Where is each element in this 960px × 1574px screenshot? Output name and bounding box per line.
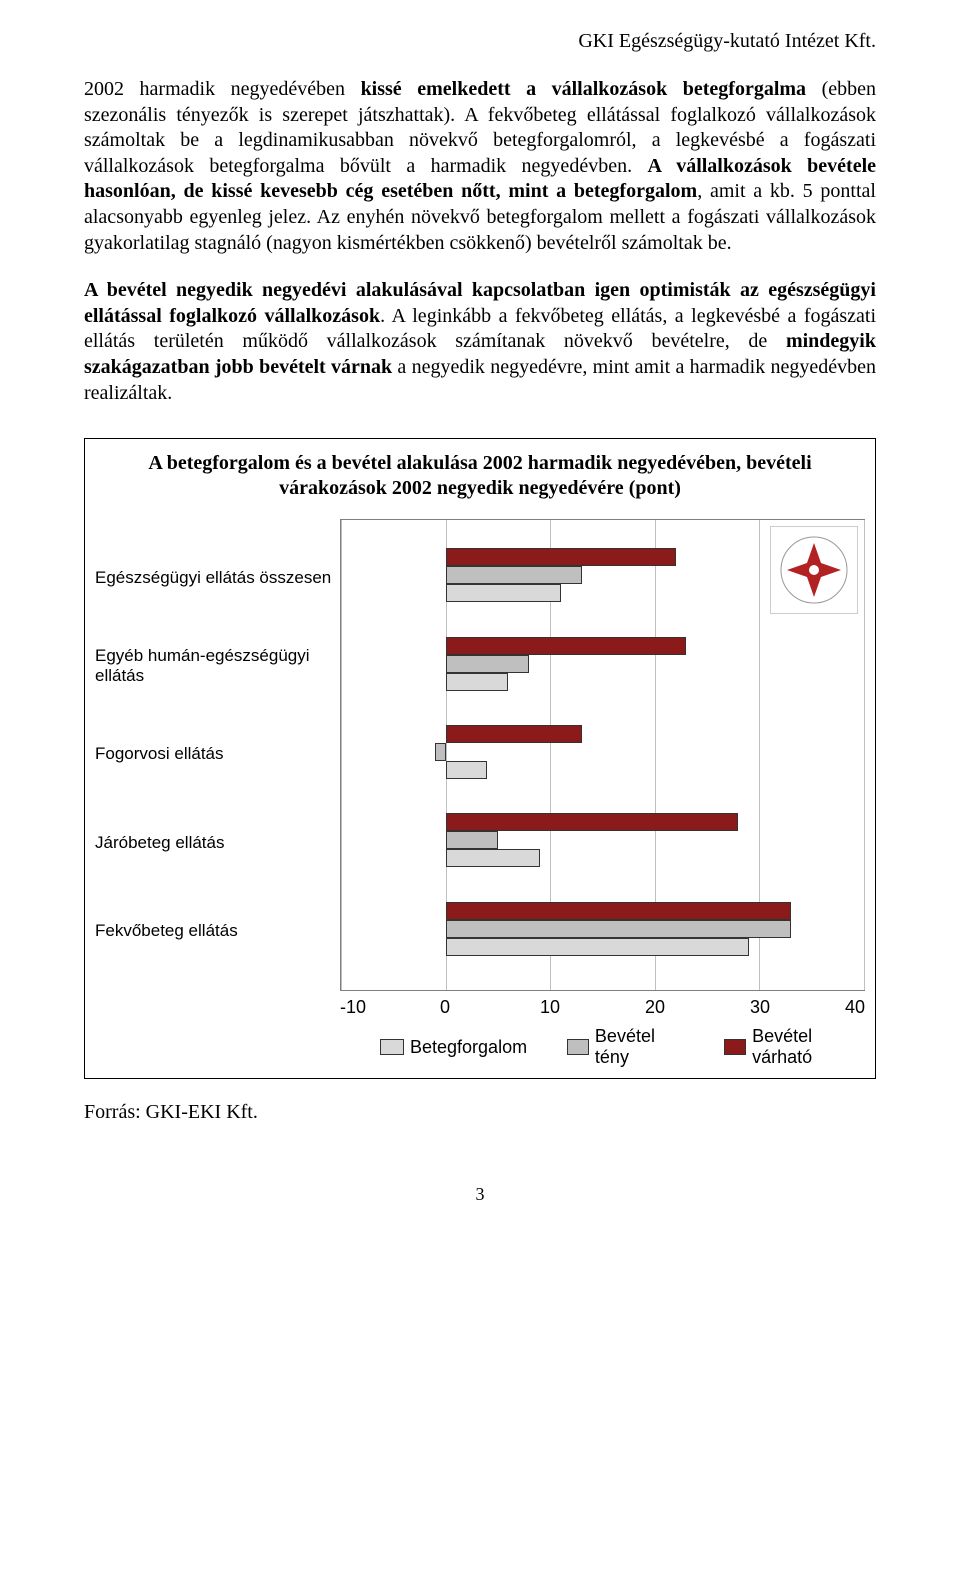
chart-bar-group — [341, 637, 864, 697]
chart-legend-swatch — [724, 1039, 746, 1055]
chart-bar — [446, 831, 498, 849]
chart-category-label: Egészségügyi ellátás összesen — [95, 533, 340, 621]
page-header: GKI Egészségügy-kutató Intézet Kft. — [84, 30, 876, 53]
chart-category-label: Járóbeteg ellátás — [95, 798, 340, 886]
chart-source: Forrás: GKI-EKI Kft. — [84, 1101, 876, 1124]
chart-x-tick: 0 — [393, 997, 498, 1018]
chart-legend-swatch — [380, 1039, 404, 1055]
chart-bar-group — [341, 725, 864, 785]
chart-x-axis: -10010203040 — [340, 997, 865, 1018]
chart-bar — [446, 920, 791, 938]
paragraph-1: 2002 harmadik negyedévében kissé emelked… — [84, 77, 876, 256]
chart-legend-label: Bevétel tény — [595, 1026, 684, 1068]
chart-bar-group — [341, 548, 864, 608]
chart-bar — [446, 655, 530, 673]
chart-category-label: Fogorvosi ellátás — [95, 710, 340, 798]
chart-title: A betegforgalom és a bevétel alakulása 2… — [85, 439, 875, 519]
chart-legend-label: Betegforgalom — [410, 1037, 527, 1058]
p1-bold-1: kissé emelkedett a vállalkozások betegfo… — [361, 78, 806, 100]
chart-gridline — [864, 520, 865, 990]
chart-bar — [446, 849, 540, 867]
chart-x-tick: -10 — [340, 997, 393, 1018]
chart-bar-group — [341, 902, 864, 962]
chart-bar — [446, 938, 749, 956]
chart-x-tick: 40 — [813, 997, 866, 1018]
chart-legend-item: Bevétel várható — [724, 1026, 865, 1068]
paragraph-2: A bevétel negyedik negyedévi alakulásáva… — [84, 278, 876, 406]
chart-bar — [435, 743, 445, 761]
chart-bar — [446, 813, 739, 831]
chart-x-tick: 10 — [498, 997, 603, 1018]
page-number: 3 — [84, 1184, 876, 1205]
chart-bar — [446, 902, 791, 920]
chart-y-axis-labels: Egészségügyi ellátás összesenEgyéb humán… — [95, 519, 340, 1068]
chart-legend-item: Bevétel tény — [567, 1026, 684, 1068]
chart-legend: Betegforgalom Bevétel tény Bevétel várható — [340, 1026, 865, 1068]
chart-plot-area — [340, 519, 865, 991]
chart-x-tick: 30 — [708, 997, 813, 1018]
chart-legend-label: Bevétel várható — [752, 1026, 865, 1068]
chart-bar-group — [341, 813, 864, 873]
chart-bar — [446, 673, 509, 691]
chart-bar — [446, 761, 488, 779]
chart-category-label: Fekvőbeteg ellátás — [95, 887, 340, 975]
chart-bar — [446, 584, 561, 602]
chart-category-label: Egyéb humán-egészségügyi ellátás — [95, 622, 340, 710]
chart-legend-swatch — [567, 1039, 589, 1055]
chart-container: A betegforgalom és a bevétel alakulása 2… — [84, 438, 876, 1079]
p1-text-a: 2002 harmadik negyedévében — [84, 78, 361, 100]
chart-bar — [446, 725, 582, 743]
chart-bar — [446, 566, 582, 584]
chart-legend-item: Betegforgalom — [380, 1026, 527, 1068]
chart-bar — [446, 637, 687, 655]
chart-bar — [446, 548, 676, 566]
chart-x-tick: 20 — [603, 997, 708, 1018]
